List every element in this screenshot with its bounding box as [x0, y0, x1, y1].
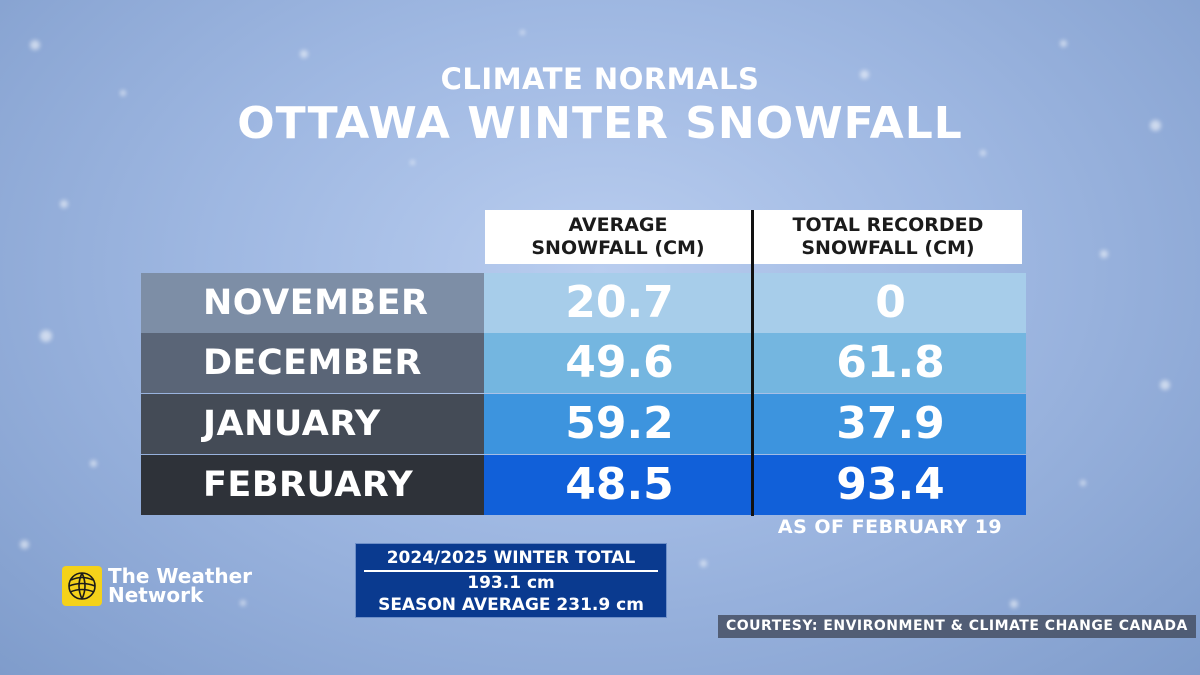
average-value: 59.2	[484, 394, 755, 454]
winter-total-heading: 2024/2025 WINTER TOTAL	[364, 546, 658, 572]
row-label: JANUARY	[141, 394, 484, 454]
chart-title: OTTAWA WINTER SNOWFALL	[237, 98, 963, 149]
as-of-note: AS OF FEBRUARY 19	[777, 516, 1003, 538]
table-row-november: NOVEMBER 20.7 0	[141, 273, 1026, 333]
weather-network-logo-icon	[62, 566, 102, 606]
snowflake	[980, 150, 986, 156]
snowflake	[1010, 600, 1018, 608]
snowflake	[700, 560, 707, 567]
column-header-total-line1: TOTAL RECORDED	[792, 214, 984, 236]
snowflake	[300, 50, 308, 58]
snowflake	[60, 200, 68, 208]
winter-total-value: 193.1 cm	[467, 573, 555, 593]
row-label: NOVEMBER	[141, 273, 484, 333]
season-average-value: SEASON AVERAGE 231.9 cm	[378, 595, 644, 615]
snowflake	[1160, 380, 1170, 390]
row-label: FEBRUARY	[141, 455, 484, 515]
chart-subtitle: CLIMATE NORMALS	[440, 62, 760, 96]
average-value: 20.7	[484, 273, 755, 333]
column-header-average: AVERAGE SNOWFALL (CM)	[485, 210, 751, 264]
courtesy-credit: COURTESY: ENVIRONMENT & CLIMATE CHANGE C…	[718, 615, 1196, 638]
snowflake	[520, 30, 525, 35]
snowflake	[1100, 250, 1108, 258]
column-header-average-line2: SNOWFALL (CM)	[531, 237, 705, 259]
snowflake	[1060, 40, 1067, 47]
snowflake	[410, 160, 415, 165]
snowflake	[240, 600, 246, 606]
total-value: 37.9	[755, 394, 1026, 454]
winter-total-box: 2024/2025 WINTER TOTAL 193.1 cm SEASON A…	[355, 543, 667, 618]
snowflake	[860, 70, 869, 79]
snowflake	[1080, 480, 1086, 486]
total-value: 61.8	[755, 333, 1026, 393]
table-row-december: DECEMBER 49.6 61.8	[141, 333, 1026, 393]
column-header-total-line2: SNOWFALL (CM)	[801, 237, 975, 259]
snowflake	[20, 540, 29, 549]
total-value: 0	[755, 273, 1026, 333]
snowflake	[90, 460, 97, 467]
snowflake	[120, 90, 126, 96]
row-label: DECEMBER	[141, 333, 484, 393]
snowflake	[1150, 120, 1161, 131]
table-row-february: FEBRUARY 48.5 93.4	[141, 455, 1026, 515]
average-value: 48.5	[484, 455, 755, 515]
total-value: 93.4	[755, 455, 1026, 515]
table-row-january: JANUARY 59.2 37.9	[141, 394, 1026, 454]
brand-name-line1: The Weather	[108, 564, 253, 588]
column-header-total: TOTAL RECORDED SNOWFALL (CM)	[754, 210, 1022, 264]
column-header-average-line1: AVERAGE	[568, 214, 668, 236]
brand-name-line2: Network	[108, 583, 204, 607]
snowflake	[40, 330, 52, 342]
snowflake	[30, 40, 40, 50]
average-value: 49.6	[484, 333, 755, 393]
brand-name: The Weather Network	[108, 564, 253, 607]
brand-logo: The Weather Network	[62, 566, 252, 606]
column-divider	[751, 210, 754, 516]
